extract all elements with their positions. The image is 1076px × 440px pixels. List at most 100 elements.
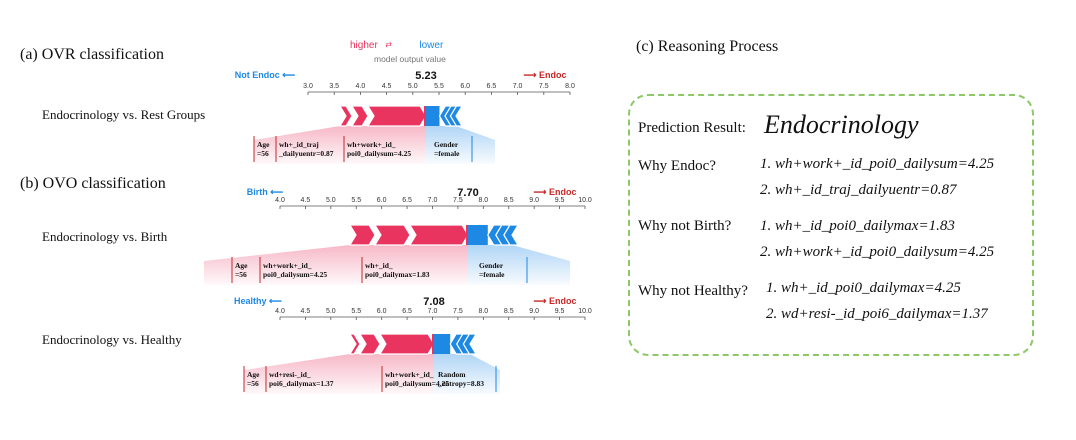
tick-label: 6.5 xyxy=(487,83,497,90)
red-contribution-fan xyxy=(204,245,468,285)
feature-value: poi0_dailysum=4.25 xyxy=(385,379,449,388)
feature-value: _entropy=8.83 xyxy=(437,379,484,388)
red-force-segment xyxy=(378,333,435,355)
feature-name: wh+work+_id_ xyxy=(385,370,434,379)
ovr-title: (a) OVR classification xyxy=(20,46,164,63)
output-value: 7.70 xyxy=(457,187,478,199)
why-not-healthy-reason-1: 1. wh+_id_poi0_dailymax=4.25 xyxy=(766,280,961,296)
prediction-value: Endocrinology xyxy=(764,110,919,139)
red-contribution-fan xyxy=(244,354,434,394)
red-force-segment xyxy=(358,333,381,355)
output-value: 5.23 xyxy=(415,70,436,82)
blue-force-segment xyxy=(449,105,464,127)
right-class-label: ⟶ Endoc xyxy=(534,296,577,306)
tick-label: 5.0 xyxy=(326,308,336,315)
tick-label: 7.5 xyxy=(453,197,463,204)
tick-label: 9.5 xyxy=(555,197,565,204)
force-legend: higher ⇄ lower xyxy=(350,40,443,51)
feature-name: Gender xyxy=(479,261,504,270)
feature-value: poi0_dailymax=1.83 xyxy=(365,270,430,279)
red-feature-label: wh+_id_traj_dailyuentr=0.87 xyxy=(278,140,334,158)
tick-label: 4.0 xyxy=(275,197,285,204)
feature-name: Age xyxy=(235,261,248,270)
legend-lower: lower xyxy=(419,40,444,51)
force-plot-birth: Birth ⟵ ⟶ Endoc 7.70 4.0 4.5 5.0 5.5 6.0 6.5 7.0 7… xyxy=(204,187,592,285)
tick-label: 4.5 xyxy=(301,197,311,204)
red-force-segment xyxy=(408,224,469,246)
tick-label: 3.5 xyxy=(329,83,339,90)
tick-label: 9.0 xyxy=(529,197,539,204)
tick-label: 10.0 xyxy=(578,197,592,204)
tick-label: 9.0 xyxy=(529,308,539,315)
legend-model-output: model output value xyxy=(374,54,446,64)
feature-name: Random xyxy=(438,370,466,379)
left-class-label: Birth ⟵ xyxy=(247,187,283,197)
blue-force-segment xyxy=(468,225,488,245)
red-feature-label: Age=56 xyxy=(257,140,270,158)
blue-force-segment xyxy=(503,224,520,246)
why-endoc-reason-2: 2. wh+_id_traj_dailyuentr=0.87 xyxy=(760,182,957,198)
feature-value: poi0_dailysum=4.25 xyxy=(263,270,327,279)
tick-label: 6.0 xyxy=(377,308,387,315)
tick-label: 8.5 xyxy=(504,308,514,315)
tick-label: 9.5 xyxy=(555,308,565,315)
feature-name: Age xyxy=(257,140,270,149)
feature-value: =56 xyxy=(235,270,247,279)
blue-force-segment xyxy=(426,106,440,126)
blue-contribution-fan xyxy=(434,354,500,394)
feature-name: wd+resi-_id_ xyxy=(269,370,311,379)
force-plot-healthy: Healthy ⟵ ⟶ Endoc 7.08 4.0 4.5 5.0 5.5 6.0 6.5 7.… xyxy=(234,296,592,394)
feature-value: =female xyxy=(479,270,505,279)
row-label-rest: Endocrinology vs. Rest Groups xyxy=(42,107,206,122)
tick-label: 8.0 xyxy=(565,83,575,90)
feature-name: wh+work+_id_ xyxy=(263,261,312,270)
feature-value: =female xyxy=(434,149,460,158)
tick-label: 5.5 xyxy=(434,83,444,90)
row-label-healthy: Endocrinology vs. Healthy xyxy=(42,332,182,347)
red-contribution-fan xyxy=(254,126,426,164)
why-not-healthy-reason-2: 2. wd+resi-_id_poi6_dailymax=1.37 xyxy=(766,306,988,322)
tick-label: 10.0 xyxy=(578,308,592,315)
right-class-label: ⟶ Endoc xyxy=(524,70,567,80)
red-feature-label: Age=56 xyxy=(247,370,260,388)
left-class-label: Not Endoc ⟵ xyxy=(235,70,295,80)
red-force-segment xyxy=(466,225,468,245)
row-label-birth: Endocrinology vs. Birth xyxy=(42,229,168,244)
why-not-birth-reason-1: 1. wh+_id_poi0_dailymax=1.83 xyxy=(760,218,955,234)
tick-label: 4.0 xyxy=(275,308,285,315)
blue-feature-label: Gender=female xyxy=(434,140,460,158)
tick-label: 4.5 xyxy=(382,83,392,90)
tick-label: 6.0 xyxy=(460,83,470,90)
legend-arrows-icon: ⇄ xyxy=(385,40,392,50)
red-feature-label: wh+work+_id_poi0_dailysum=4.25 xyxy=(385,370,449,388)
red-feature-label: wh+work+_id_poi0_dailysum=4.25 xyxy=(263,261,327,279)
blue-force-segment xyxy=(462,333,478,355)
tick-label: 8.5 xyxy=(504,197,514,204)
blue-feature-label: Random_entropy=8.83 xyxy=(437,370,484,388)
red-force-segment xyxy=(373,224,411,246)
output-value: 7.08 xyxy=(423,296,444,308)
why-endoc-label: Why Endoc? xyxy=(638,158,716,174)
tick-label: 7.0 xyxy=(428,197,438,204)
feature-name: Gender xyxy=(434,140,459,149)
blue-force-segment xyxy=(434,334,451,354)
why-endoc-reason-1: 1. wh+work+_id_poi0_dailysum=4.25 xyxy=(760,156,995,172)
red-force-segment xyxy=(424,106,426,126)
red-force-segment xyxy=(348,224,376,246)
red-feature-label: wh+_id_poi0_dailymax=1.83 xyxy=(365,261,430,279)
reasoning-title: (c) Reasoning Process xyxy=(636,38,779,55)
why-not-birth-label: Why not Birth? xyxy=(638,218,732,234)
reasoning-panel: Prediction Result: Endocrinology Why End… xyxy=(628,94,1034,356)
why-not-birth-reason-2: 2. wh+work+_id_poi0_dailysum=4.25 xyxy=(760,244,995,260)
tick-label: 5.5 xyxy=(351,197,361,204)
blue-contribution-fan xyxy=(468,245,570,285)
red-force-segment xyxy=(432,334,434,354)
feature-value: =56 xyxy=(257,149,269,158)
feature-value: =56 xyxy=(247,379,259,388)
feature-value: poi0_dailysum=4.25 xyxy=(347,149,411,158)
feature-name: wh+work+_id_ xyxy=(347,140,396,149)
tick-label: 7.5 xyxy=(539,83,549,90)
force-plot-rest: Not Endoc ⟵ ⟶ Endoc 5.23 3.0 3.5 4.0 4.5 5.0 5.5… xyxy=(235,70,575,164)
red-force-segment xyxy=(348,333,361,355)
prediction-label: Prediction Result: xyxy=(638,120,746,136)
